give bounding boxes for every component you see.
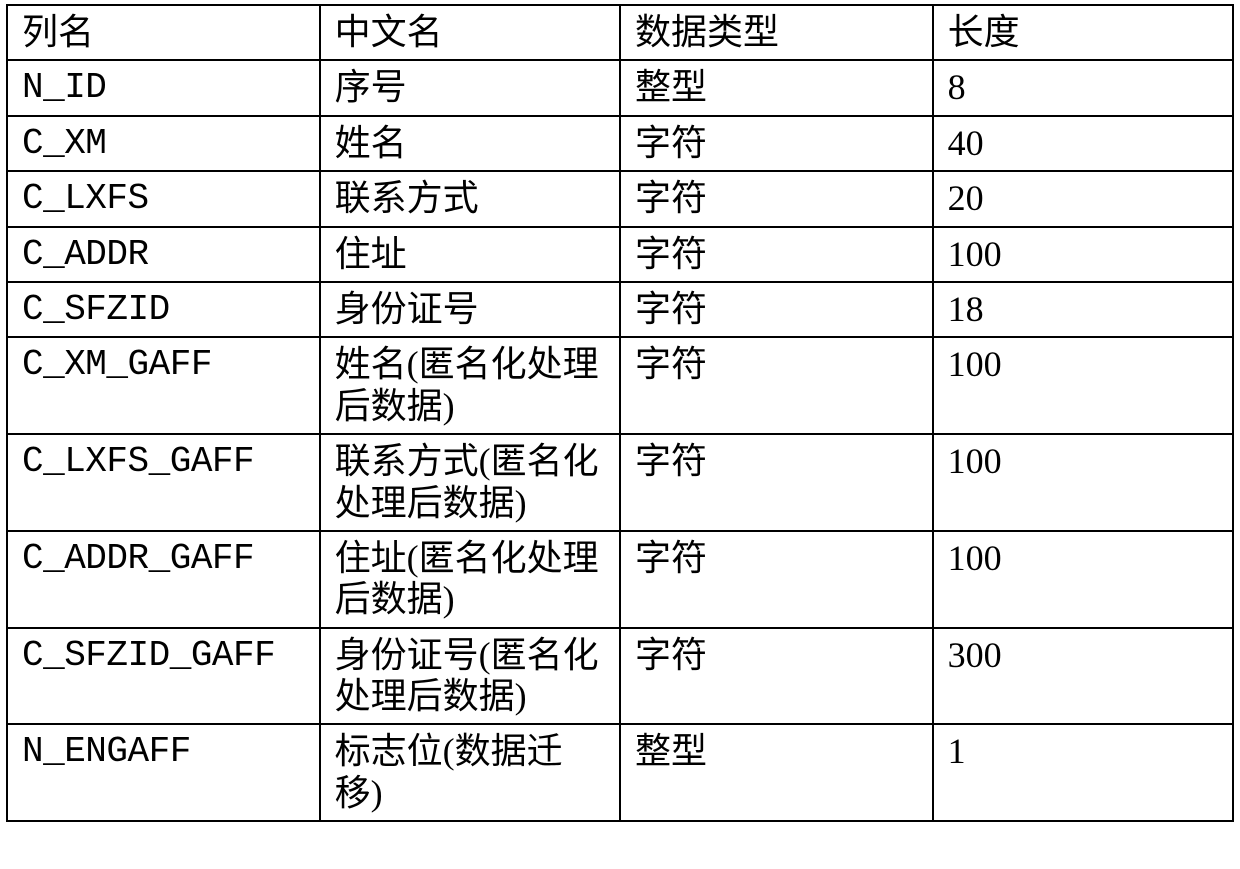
cell-col-name: C_ADDR_GAFF — [7, 531, 320, 628]
cell-datatype: 整型 — [620, 724, 933, 821]
table-row: C_XM_GAFF 姓名(匿名化处理后数据) 字符 100 — [7, 337, 1233, 434]
cell-datatype: 字符 — [620, 171, 933, 226]
cell-chinese: 姓名 — [320, 116, 620, 171]
table-row: C_ADDR_GAFF 住址(匿名化处理后数据) 字符 100 — [7, 531, 1233, 628]
schema-table: 列名 中文名 数据类型 长度 N_ID 序号 整型 8 C_XM 姓名 字符 4… — [6, 4, 1234, 822]
cell-length: 40 — [933, 116, 1233, 171]
cell-col-name: C_LXFS_GAFF — [7, 434, 320, 531]
cell-datatype: 字符 — [620, 628, 933, 725]
header-chinese: 中文名 — [320, 5, 620, 60]
cell-chinese: 住址 — [320, 227, 620, 282]
table-row: C_LXFS 联系方式 字符 20 — [7, 171, 1233, 226]
cell-datatype: 字符 — [620, 531, 933, 628]
header-col-name: 列名 — [7, 5, 320, 60]
table-row: N_ID 序号 整型 8 — [7, 60, 1233, 115]
cell-col-name: C_XM_GAFF — [7, 337, 320, 434]
table-row: C_XM 姓名 字符 40 — [7, 116, 1233, 171]
cell-chinese: 住址(匿名化处理后数据) — [320, 531, 620, 628]
cell-col-name: N_ENGAFF — [7, 724, 320, 821]
cell-chinese: 联系方式 — [320, 171, 620, 226]
cell-chinese: 姓名(匿名化处理后数据) — [320, 337, 620, 434]
table-row: C_ADDR 住址 字符 100 — [7, 227, 1233, 282]
table-row: C_LXFS_GAFF 联系方式(匿名化处理后数据) 字符 100 — [7, 434, 1233, 531]
header-datatype: 数据类型 — [620, 5, 933, 60]
cell-chinese: 序号 — [320, 60, 620, 115]
table-header-row: 列名 中文名 数据类型 长度 — [7, 5, 1233, 60]
cell-length: 18 — [933, 282, 1233, 337]
cell-datatype: 整型 — [620, 60, 933, 115]
cell-chinese: 标志位(数据迁移) — [320, 724, 620, 821]
cell-datatype: 字符 — [620, 116, 933, 171]
cell-col-name: C_XM — [7, 116, 320, 171]
cell-length: 1 — [933, 724, 1233, 821]
cell-chinese: 联系方式(匿名化处理后数据) — [320, 434, 620, 531]
cell-datatype: 字符 — [620, 227, 933, 282]
cell-datatype: 字符 — [620, 282, 933, 337]
cell-col-name: C_LXFS — [7, 171, 320, 226]
cell-length: 8 — [933, 60, 1233, 115]
cell-length: 100 — [933, 531, 1233, 628]
cell-chinese: 身份证号(匿名化处理后数据) — [320, 628, 620, 725]
cell-datatype: 字符 — [620, 337, 933, 434]
cell-length: 100 — [933, 337, 1233, 434]
cell-length: 100 — [933, 227, 1233, 282]
cell-chinese: 身份证号 — [320, 282, 620, 337]
cell-length: 100 — [933, 434, 1233, 531]
table-row: C_SFZID 身份证号 字符 18 — [7, 282, 1233, 337]
cell-datatype: 字符 — [620, 434, 933, 531]
cell-col-name: C_SFZID — [7, 282, 320, 337]
header-length: 长度 — [933, 5, 1233, 60]
table-row: N_ENGAFF 标志位(数据迁移) 整型 1 — [7, 724, 1233, 821]
cell-col-name: C_SFZID_GAFF — [7, 628, 320, 725]
cell-length: 300 — [933, 628, 1233, 725]
table-row: C_SFZID_GAFF 身份证号(匿名化处理后数据) 字符 300 — [7, 628, 1233, 725]
cell-length: 20 — [933, 171, 1233, 226]
cell-col-name: N_ID — [7, 60, 320, 115]
cell-col-name: C_ADDR — [7, 227, 320, 282]
